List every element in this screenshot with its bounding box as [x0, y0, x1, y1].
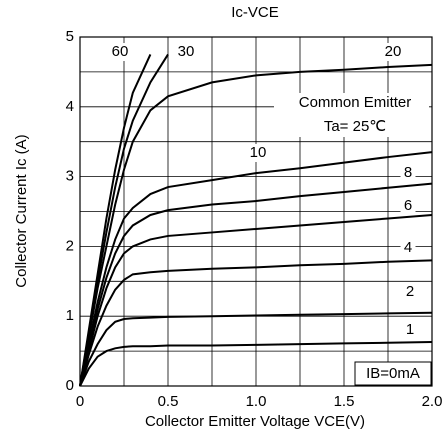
y-tick-label: 4: [66, 98, 74, 115]
curve: [79, 151, 433, 387]
label-bg: [402, 283, 418, 301]
y-axis-label: Collector Current Ic (A): [13, 134, 30, 287]
curve-label: 30: [178, 43, 195, 60]
curve: [79, 259, 433, 387]
y-tick-label: 3: [66, 168, 74, 185]
label-bg: [246, 144, 270, 162]
curve-label: 60: [112, 43, 129, 60]
curve-label: 20: [385, 43, 402, 60]
y-tick-label: 0: [66, 377, 74, 394]
x-tick-label: 2.0: [422, 393, 443, 410]
curve: [79, 63, 433, 387]
annotation-bg: [274, 93, 429, 137]
x-tick-label: 0.5: [158, 393, 179, 410]
curve-label: 1: [406, 321, 414, 338]
curve-label: 4: [404, 239, 412, 256]
y-tick-label: 5: [66, 28, 74, 45]
curve-label: 6: [404, 197, 412, 214]
annotation: Common Emitter: [299, 94, 412, 111]
curve-label: 10: [250, 144, 267, 161]
curve: [79, 341, 433, 387]
label-bg: [381, 43, 405, 61]
x-tick-label: 1.5: [334, 393, 355, 410]
x-axis-label: Collector Emitter Voltage VCE(V): [145, 413, 365, 430]
plot-border: [79, 36, 433, 387]
label-bg: [108, 43, 132, 61]
label-bg: [402, 321, 418, 339]
x-tick-label: 0: [76, 393, 84, 410]
x-tick-label: 1.0: [246, 393, 267, 410]
curve: [79, 182, 433, 387]
label-bg: [400, 197, 416, 215]
label-bg: [400, 239, 416, 257]
label-bg: [400, 164, 416, 182]
curve-label: 8: [404, 164, 412, 181]
label-bg: [174, 43, 198, 61]
curve-label: 2: [406, 283, 414, 300]
y-tick-label: 1: [66, 307, 74, 324]
chart-title: Ic-VCE: [231, 4, 279, 21]
annotation-box: [354, 361, 432, 386]
curve: [79, 213, 433, 387]
curve: [79, 54, 152, 387]
annotation: IB=0mA: [366, 365, 420, 382]
y-tick-label: 2: [66, 237, 74, 254]
annotation: Ta= 25℃: [324, 118, 386, 135]
curve: [79, 311, 433, 387]
